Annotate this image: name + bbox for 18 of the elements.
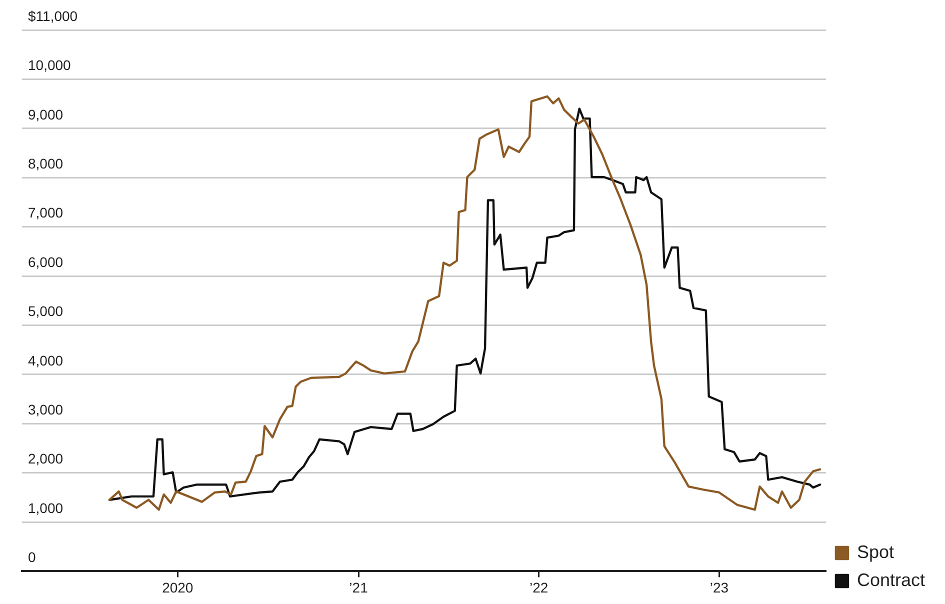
y-tick-label: 3,000 bbox=[28, 401, 64, 418]
legend-label: Spot bbox=[856, 542, 894, 562]
y-tick-label: 8,000 bbox=[28, 155, 64, 172]
x-tick-label: 2020 bbox=[162, 579, 194, 596]
x-tick-label: ’23 bbox=[710, 579, 729, 596]
y-tick-label: 1,000 bbox=[28, 500, 64, 516]
x-tick-label: ’22 bbox=[530, 579, 548, 596]
y-tick-label: 5,000 bbox=[28, 303, 64, 320]
y-tick-label: $11,000 bbox=[28, 8, 78, 24]
y-tick-label: 2,000 bbox=[28, 450, 64, 467]
y-tick-label: 4,000 bbox=[28, 352, 64, 368]
y-tick-label: 7,000 bbox=[28, 204, 64, 221]
x-tick-label: ’21 bbox=[349, 579, 368, 596]
legend-label: Contract bbox=[856, 570, 926, 590]
y-tick-label: 10,000 bbox=[28, 57, 72, 74]
y-tick-label: 9,000 bbox=[28, 106, 64, 122]
y-tick-label: 6,000 bbox=[28, 254, 64, 270]
y-tick-label: 0 bbox=[28, 549, 36, 566]
